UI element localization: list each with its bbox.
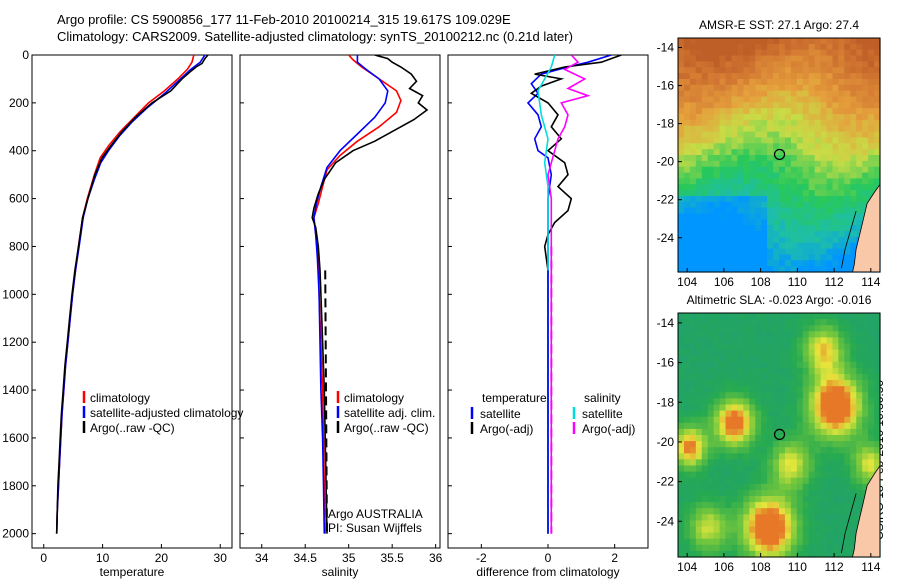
depth-tick-label: 1200 xyxy=(2,335,29,349)
argo-australia-label: Argo AUSTRALIA xyxy=(328,507,423,521)
temperature-legend-label: satellite-adjusted climatology xyxy=(90,406,243,420)
depth-tick-label: 0 xyxy=(22,48,29,62)
sla-map-ytick-label: -16 xyxy=(657,356,675,370)
salinity-xtick-label: 35.5 xyxy=(380,551,404,565)
sla-map-xtick-label: 106 xyxy=(714,560,734,574)
temperature-xtick-label: 10 xyxy=(96,551,110,565)
diff-legend-label: satellite xyxy=(480,407,521,421)
sla-map-argo-marker xyxy=(773,428,786,441)
difference-xtick-label: 0 xyxy=(545,551,552,565)
diff-legend-label: Argo(-adj) xyxy=(582,422,635,436)
sst-map-shelf-contour xyxy=(841,210,857,269)
figure-title-line-2: Climatology: CARS2009. Satellite-adjuste… xyxy=(57,29,573,44)
sst-map-xtick-label: 108 xyxy=(751,275,771,289)
sla-map-title: Altimetric SLA: -0.023 Argo: -0.016 xyxy=(687,293,872,307)
temperature-xtick-label: 20 xyxy=(155,551,169,565)
sst-map-xtick-label: 114 xyxy=(861,275,880,289)
sst-map-xtick-label: 110 xyxy=(788,275,807,289)
salinity-argo-dashed xyxy=(324,270,328,534)
salinity-xlabel: salinity xyxy=(322,565,359,579)
sst-map-ytick-label: -14 xyxy=(657,41,675,55)
sla-map-xtick-label: 110 xyxy=(788,560,807,574)
depth-tick-label: 1600 xyxy=(2,431,29,445)
salinity-xtick-label: 34.5 xyxy=(294,551,318,565)
temperature-frame xyxy=(31,54,233,549)
salinity-legend-label: satellite adj. clim. xyxy=(344,406,435,420)
sla-map-shelf-contour xyxy=(841,493,857,554)
difference-series-2 xyxy=(537,55,556,534)
sst-map-ytick-label: -24 xyxy=(657,231,675,245)
diff-legend-label: satellite xyxy=(582,407,623,421)
sla-map-ytick-label: -18 xyxy=(657,395,675,409)
difference-xtick-label: -2 xyxy=(476,551,487,565)
sla-map-frame xyxy=(677,312,881,558)
depth-tick-label: 400 xyxy=(9,144,29,158)
sla-map-xtick-label: 112 xyxy=(825,560,844,574)
depth-tick-label: 800 xyxy=(9,239,29,253)
sla-map-xtick-label: 104 xyxy=(677,560,697,574)
salinity-xtick-label: 34 xyxy=(255,551,269,565)
sst-map-argo-marker xyxy=(773,148,786,161)
temperature-series-2 xyxy=(55,55,209,534)
sst-map-xtick-label: 112 xyxy=(825,275,844,289)
depth-tick-label: 200 xyxy=(9,96,29,110)
sla-map-xtick-label: 114 xyxy=(861,560,880,574)
sla-map-xtick-label: 108 xyxy=(751,560,771,574)
sla-map-ytick-label: -20 xyxy=(657,435,675,449)
sst-map-ytick-label: -22 xyxy=(657,193,675,207)
sst-map-ytick-label: -16 xyxy=(657,79,675,93)
temperature-xtick-label: 0 xyxy=(40,551,47,565)
sst-map-ytick-label: -20 xyxy=(657,155,675,169)
depth-tick-label: 1400 xyxy=(2,383,29,397)
pi-name-label: PI: Susan Wijffels xyxy=(328,521,422,535)
salinity-legend-label: climatology xyxy=(344,391,404,405)
sst-map-frame xyxy=(677,37,881,273)
difference-xlabel: difference from climatology xyxy=(476,565,619,579)
depth-tick-label: 1000 xyxy=(2,287,29,301)
salinity-frame xyxy=(239,54,441,549)
depth-tick-label: 2000 xyxy=(2,527,29,541)
salinity-series-2 xyxy=(311,55,429,534)
diff-legend-header-temperature: temperature xyxy=(482,391,547,405)
depth-tick-label: 600 xyxy=(9,192,29,206)
temperature-legend-label: Argo(..raw -QC) xyxy=(90,421,175,435)
sst-map-xtick-label: 106 xyxy=(714,275,734,289)
depth-tick-label: 1800 xyxy=(2,479,29,493)
diff-legend-header-salinity: salinity xyxy=(584,391,621,405)
salinity-xtick-label: 36 xyxy=(429,551,443,565)
difference-series-1 xyxy=(529,55,622,534)
sst-map-image xyxy=(678,38,881,273)
sst-map-ytick-label: -18 xyxy=(657,117,675,131)
sst-map-title: AMSR-E SST: 27.1 Argo: 27.4 xyxy=(699,18,859,32)
sla-map-image xyxy=(678,313,881,558)
temperature-xtick-label: 30 xyxy=(214,551,228,565)
diff-legend-label: Argo(-adj) xyxy=(480,422,533,436)
salinity-xtick-label: 35 xyxy=(342,551,356,565)
figure-title-line-1: Argo profile: CS 5900856_177 11-Feb-2010… xyxy=(57,12,511,27)
difference-xtick-label: 2 xyxy=(611,551,618,565)
sla-map-ytick-label: -22 xyxy=(657,475,675,489)
sla-map-ytick-label: -14 xyxy=(657,316,675,330)
temperature-xlabel: temperature xyxy=(100,565,165,579)
salinity-legend-label: Argo(..raw -QC) xyxy=(344,421,429,435)
sla-map-ytick-label: -24 xyxy=(657,514,675,528)
temperature-legend-label: climatology xyxy=(90,391,150,405)
sst-map-xtick-label: 104 xyxy=(677,275,697,289)
